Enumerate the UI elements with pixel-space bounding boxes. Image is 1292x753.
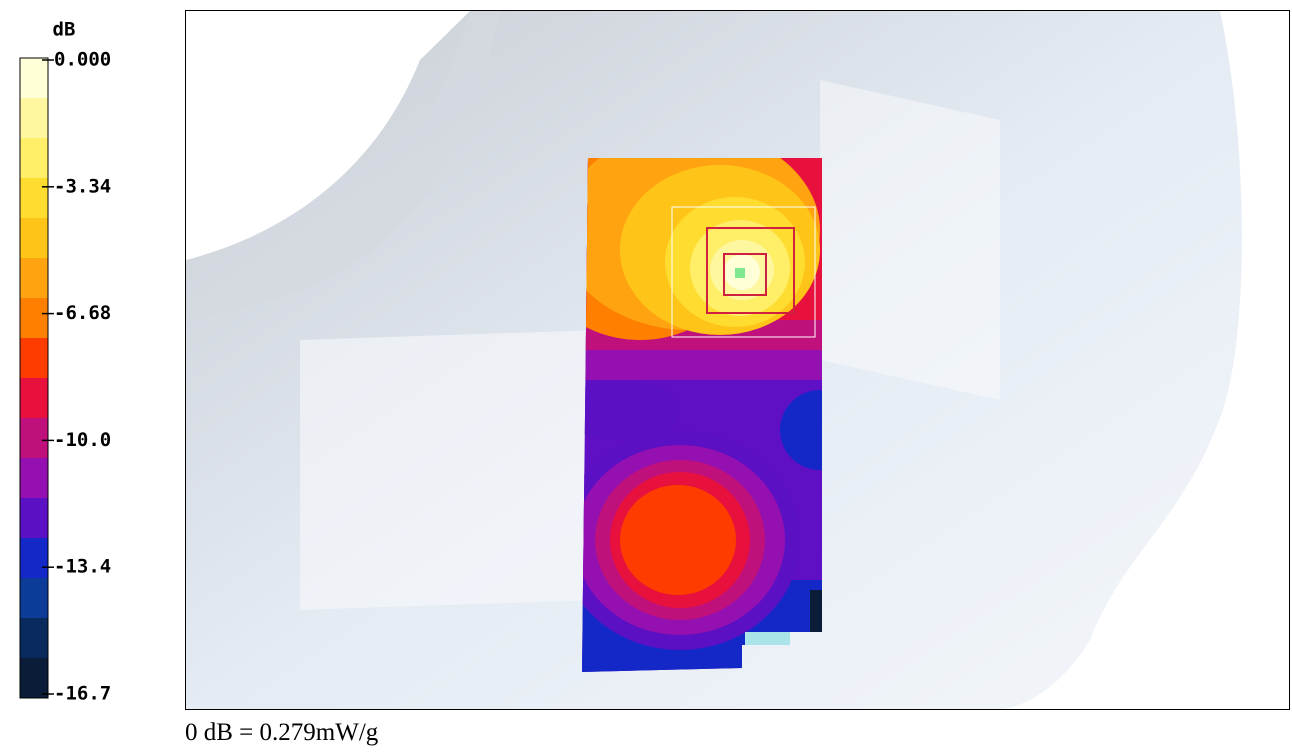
colorbar-band <box>20 418 48 459</box>
colorbar-tick-label: -13.4 <box>54 556 111 578</box>
colorbar-band <box>20 98 48 139</box>
colorbar-band <box>20 138 48 179</box>
page: dB 0.000 -3.34 -6.68 -10.0 -13.4 -16.7 0 dB =… <box>0 0 1292 753</box>
colorbar-tick-label: -3.34 <box>54 175 111 197</box>
colorbar-tick-label: -16.7 <box>54 683 111 705</box>
colorbar-band <box>20 618 48 659</box>
colorbar-band <box>20 298 48 339</box>
caption: 0 dB = 0.279mW/g <box>185 719 379 746</box>
colorbar-band <box>20 538 48 579</box>
colorbar-tick-label: 0.000 <box>54 49 111 71</box>
colorbar-tick-label: -10.0 <box>54 429 111 451</box>
colorbar-band <box>20 58 48 99</box>
colorbar-band <box>20 658 48 699</box>
colorbar: 0.000 -3.34 -6.68 -10.0 -13.4 -16.7 <box>20 49 111 705</box>
colorbar-band <box>20 218 48 259</box>
view <box>186 11 1289 709</box>
colorbar-band <box>20 378 48 419</box>
colorbar-band <box>20 458 48 499</box>
colorbar-unit: dB <box>53 19 76 41</box>
colorbar-band <box>20 498 48 539</box>
colorbar-band <box>20 578 48 619</box>
colorbar-band <box>20 338 48 379</box>
colorbar-band <box>20 178 48 219</box>
colorbar-band <box>20 258 48 299</box>
colorbar-tick-label: -6.68 <box>54 302 111 324</box>
